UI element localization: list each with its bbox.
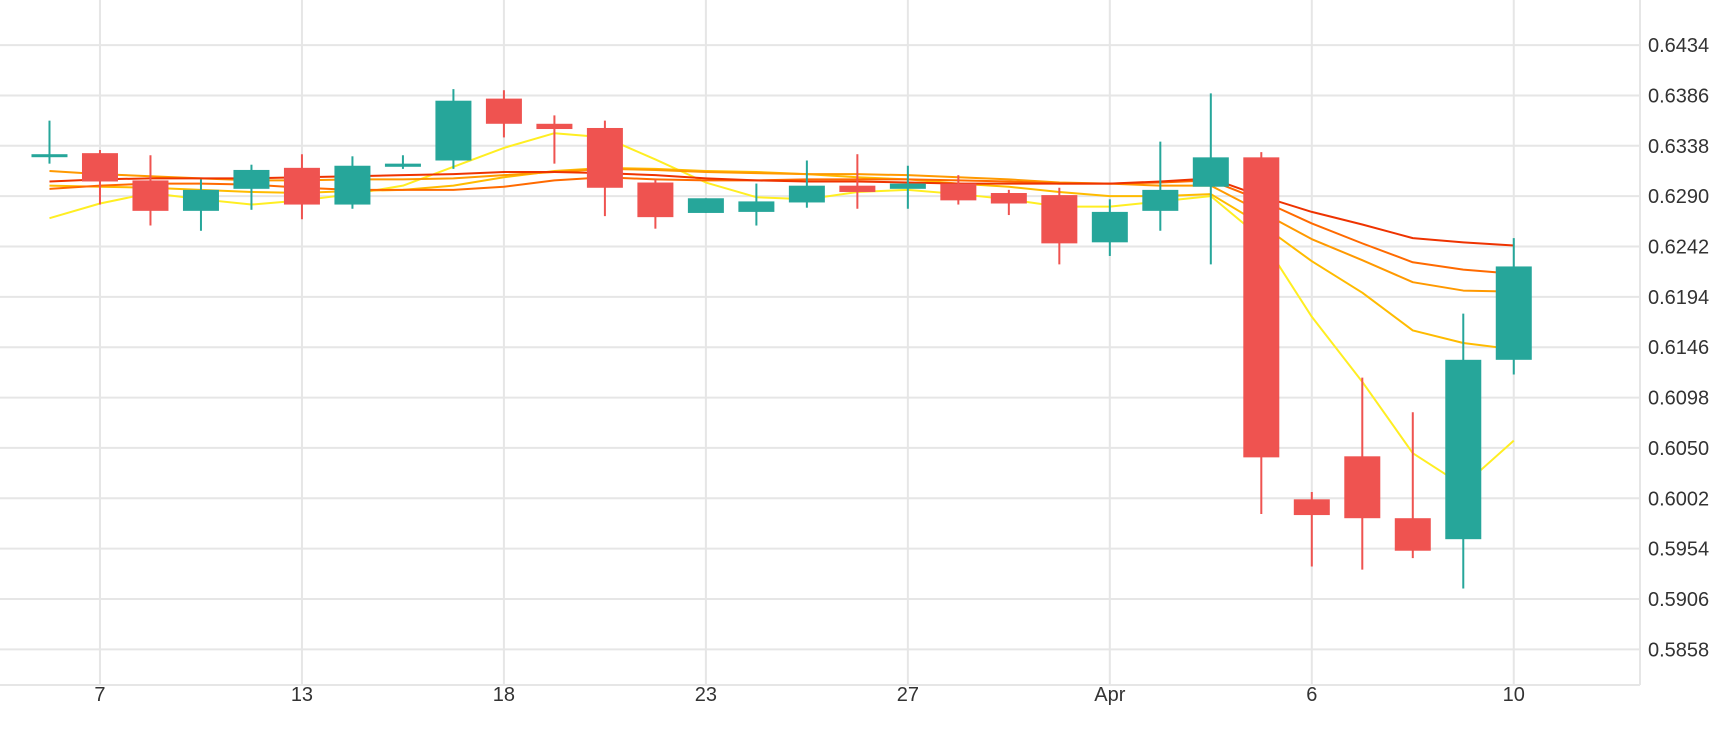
y-tick-label: 0.6194	[1648, 287, 1709, 309]
y-tick-label: 0.5906	[1648, 589, 1709, 611]
candle-body	[637, 182, 674, 218]
candle-body	[1091, 211, 1128, 243]
candle	[1091, 199, 1128, 256]
grid	[0, 0, 1641, 686]
y-tick-label: 0.6146	[1648, 337, 1709, 359]
x-tick-label: 7	[94, 684, 105, 706]
candle	[637, 179, 674, 229]
candles	[31, 89, 1532, 589]
candle	[1041, 187, 1078, 265]
candle	[839, 154, 876, 209]
candle	[1394, 412, 1431, 559]
candle-body	[788, 185, 825, 203]
candle	[687, 198, 724, 213]
x-tick-label: 18	[493, 684, 515, 706]
candle-body	[283, 167, 320, 205]
candle	[485, 90, 522, 138]
y-axis: 0.6434 0.6386 0.6338 0.6290 0.6242 0.6194 0.61…	[1648, 35, 1709, 661]
moving-average-line	[49, 166, 1514, 351]
candle-body	[233, 169, 270, 189]
x-tick-label: 13	[291, 684, 313, 706]
x-tick-label: 23	[695, 684, 717, 706]
candle-body	[1495, 266, 1532, 360]
candle-body	[687, 198, 724, 213]
candle-body	[1344, 456, 1381, 519]
candle	[132, 155, 169, 226]
x-tick-label: Apr	[1094, 684, 1125, 706]
candle	[788, 160, 825, 208]
candle	[1243, 152, 1280, 515]
candle-body	[1041, 195, 1078, 244]
candle	[738, 183, 775, 226]
y-tick-label: 0.5858	[1648, 639, 1709, 661]
candle-body	[738, 201, 775, 212]
candle-body	[384, 163, 421, 167]
candle	[233, 164, 270, 210]
candle-body	[435, 100, 472, 161]
candle-body	[940, 183, 977, 201]
x-tick-label: 27	[897, 684, 919, 706]
y-tick-label: 0.6002	[1648, 488, 1709, 510]
candle	[283, 154, 320, 220]
candle-body	[1293, 499, 1330, 516]
candle-body	[1142, 189, 1179, 211]
candle	[940, 175, 977, 205]
candle-body	[182, 189, 219, 211]
y-tick-label: 0.5954	[1648, 539, 1709, 561]
x-tick-label: 6	[1306, 684, 1317, 706]
candle-body	[586, 127, 623, 188]
y-tick-label: 0.6098	[1648, 388, 1709, 410]
candle-body	[536, 123, 573, 130]
y-tick-label: 0.6434	[1648, 35, 1709, 57]
candle	[334, 156, 371, 209]
candle	[536, 115, 573, 164]
candle	[435, 89, 472, 169]
candle	[1293, 491, 1330, 567]
candle	[1445, 313, 1482, 589]
candle	[990, 189, 1027, 216]
candle	[81, 150, 118, 205]
candle	[1495, 238, 1532, 375]
candle-body	[889, 183, 926, 189]
candle	[182, 179, 219, 231]
candle	[586, 120, 623, 217]
y-tick-label: 0.6050	[1648, 438, 1709, 460]
y-tick-label: 0.6338	[1648, 136, 1709, 158]
candle-body	[31, 154, 68, 158]
candle	[384, 155, 421, 169]
candle	[1192, 93, 1229, 265]
candle-body	[990, 193, 1027, 204]
x-tick-label: 10	[1503, 684, 1525, 706]
candle	[1344, 377, 1381, 570]
candle	[1142, 141, 1179, 231]
y-tick-label: 0.6386	[1648, 85, 1709, 107]
y-tick-label: 0.6290	[1648, 186, 1709, 208]
candle	[889, 165, 926, 209]
candle-body	[1445, 359, 1482, 540]
candle-body	[1394, 518, 1431, 551]
candle	[31, 120, 68, 164]
x-axis: 7 13 18 23 27 Apr 6 10	[94, 684, 1524, 706]
candle-body	[1243, 157, 1280, 458]
candle-body	[334, 165, 371, 205]
candle-body	[81, 153, 118, 182]
candle-body	[1192, 157, 1229, 187]
candle-body	[839, 185, 876, 192]
y-tick-label: 0.6242	[1648, 237, 1709, 259]
candle-body	[485, 98, 522, 124]
candle-body	[132, 180, 169, 211]
